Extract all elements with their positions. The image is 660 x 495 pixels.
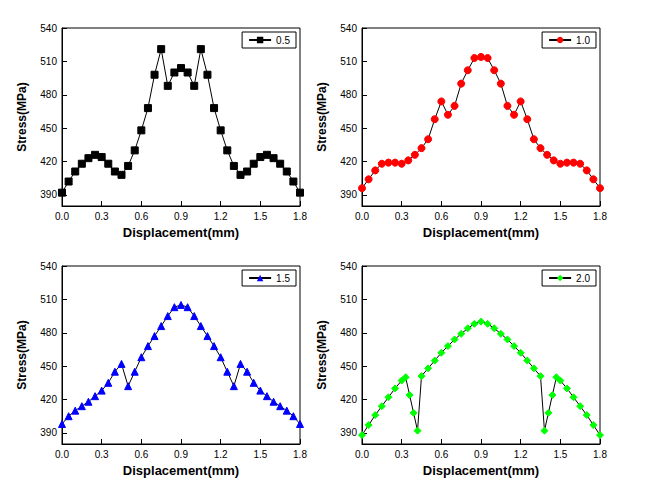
svg-text:450: 450 bbox=[40, 361, 57, 372]
svg-text:Displacement(mm): Displacement(mm) bbox=[423, 225, 539, 240]
svg-text:510: 510 bbox=[340, 56, 357, 67]
svg-text:1.8: 1.8 bbox=[593, 211, 607, 222]
svg-text:1.8: 1.8 bbox=[293, 449, 307, 460]
svg-text:Stress(MPa): Stress(MPa) bbox=[15, 82, 29, 151]
svg-text:0.3: 0.3 bbox=[395, 211, 409, 222]
svg-text:390: 390 bbox=[40, 189, 57, 200]
svg-text:0.9: 0.9 bbox=[174, 449, 188, 460]
svg-text:420: 420 bbox=[40, 394, 57, 405]
svg-text:0.0: 0.0 bbox=[355, 211, 369, 222]
svg-text:1.2: 1.2 bbox=[514, 211, 528, 222]
svg-text:1.2: 1.2 bbox=[514, 449, 528, 460]
svg-text:420: 420 bbox=[40, 156, 57, 167]
svg-text:0.6: 0.6 bbox=[434, 449, 448, 460]
svg-text:Stress(MPa): Stress(MPa) bbox=[15, 320, 29, 389]
svg-text:1.5: 1.5 bbox=[553, 211, 567, 222]
svg-text:450: 450 bbox=[340, 361, 357, 372]
svg-text:1.5: 1.5 bbox=[253, 211, 267, 222]
svg-text:Displacement(mm): Displacement(mm) bbox=[423, 463, 539, 478]
svg-text:0.3: 0.3 bbox=[95, 449, 109, 460]
svg-text:1.5: 1.5 bbox=[553, 449, 567, 460]
svg-text:540: 540 bbox=[340, 23, 357, 34]
svg-text:1.2: 1.2 bbox=[214, 211, 228, 222]
svg-text:1.5: 1.5 bbox=[276, 273, 290, 284]
svg-text:480: 480 bbox=[340, 327, 357, 338]
svg-text:390: 390 bbox=[340, 189, 357, 200]
svg-text:0.9: 0.9 bbox=[174, 211, 188, 222]
svg-text:2.0: 2.0 bbox=[576, 273, 590, 284]
svg-text:390: 390 bbox=[340, 427, 357, 438]
svg-text:480: 480 bbox=[40, 327, 57, 338]
svg-text:480: 480 bbox=[340, 89, 357, 100]
svg-text:Stress(MPa): Stress(MPa) bbox=[315, 320, 329, 389]
svg-text:1.8: 1.8 bbox=[293, 211, 307, 222]
svg-text:1.2: 1.2 bbox=[214, 449, 228, 460]
svg-text:450: 450 bbox=[40, 123, 57, 134]
svg-text:510: 510 bbox=[40, 56, 57, 67]
svg-text:0.0: 0.0 bbox=[55, 211, 69, 222]
svg-text:0.9: 0.9 bbox=[474, 449, 488, 460]
svg-text:0.9: 0.9 bbox=[474, 211, 488, 222]
svg-text:0.6: 0.6 bbox=[134, 211, 148, 222]
svg-text:540: 540 bbox=[40, 261, 57, 272]
svg-text:540: 540 bbox=[340, 261, 357, 272]
svg-text:0.3: 0.3 bbox=[395, 449, 409, 460]
svg-text:540: 540 bbox=[40, 23, 57, 34]
svg-text:450: 450 bbox=[340, 123, 357, 134]
svg-text:420: 420 bbox=[340, 156, 357, 167]
svg-text:510: 510 bbox=[40, 294, 57, 305]
svg-text:1.8: 1.8 bbox=[593, 449, 607, 460]
svg-text:1.0: 1.0 bbox=[576, 35, 590, 46]
svg-text:0.5: 0.5 bbox=[276, 35, 290, 46]
svg-text:Stress(MPa): Stress(MPa) bbox=[315, 82, 329, 151]
svg-text:1.5: 1.5 bbox=[253, 449, 267, 460]
svg-text:0.6: 0.6 bbox=[134, 449, 148, 460]
svg-text:0.6: 0.6 bbox=[434, 211, 448, 222]
svg-text:0.3: 0.3 bbox=[95, 211, 109, 222]
svg-text:510: 510 bbox=[340, 294, 357, 305]
svg-text:0.0: 0.0 bbox=[55, 449, 69, 460]
svg-text:0.0: 0.0 bbox=[355, 449, 369, 460]
svg-text:420: 420 bbox=[340, 394, 357, 405]
svg-text:Displacement(mm): Displacement(mm) bbox=[123, 463, 239, 478]
svg-text:480: 480 bbox=[40, 89, 57, 100]
svg-text:390: 390 bbox=[40, 427, 57, 438]
svg-text:Displacement(mm): Displacement(mm) bbox=[123, 225, 239, 240]
